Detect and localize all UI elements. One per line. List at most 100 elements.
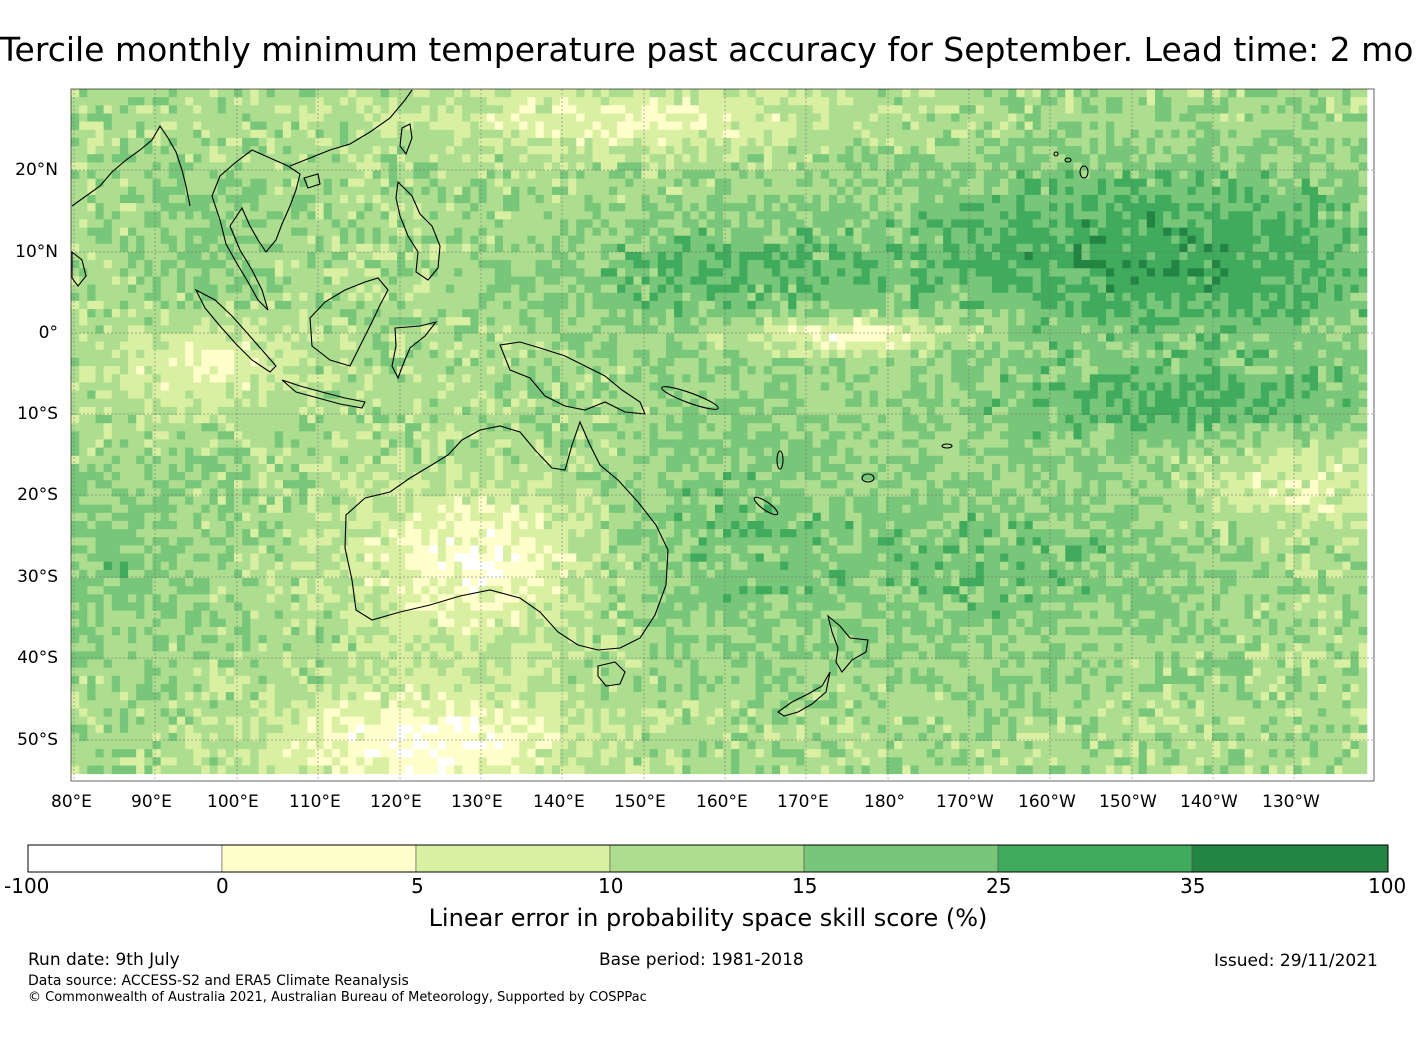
grid-cell [666, 325, 675, 334]
grid-cell [796, 211, 805, 220]
grid-cell [511, 276, 520, 286]
grid-cell [1269, 235, 1278, 245]
grid-cell [1293, 203, 1303, 212]
grid-cell [1057, 162, 1066, 171]
grid-cell [1326, 252, 1335, 261]
grid-cell [388, 260, 398, 269]
grid-cell [258, 105, 268, 114]
grid-cell [698, 178, 708, 188]
grid-cell [1285, 243, 1294, 253]
grid-cell [747, 154, 757, 163]
grid-cell [1049, 89, 1058, 98]
grid-cell [666, 243, 675, 253]
grid-cell [429, 170, 439, 180]
grid-cell [1040, 243, 1050, 253]
grid-cell [731, 235, 740, 245]
grid-cell [861, 194, 871, 204]
grid-cell [1285, 252, 1294, 261]
grid-cell [1277, 243, 1286, 253]
grid-cell [1285, 203, 1294, 212]
grid-cell [983, 186, 993, 196]
grid-cell [364, 227, 373, 237]
grid-cell [1146, 252, 1156, 261]
grid-cell [266, 105, 276, 114]
grid-cell [600, 235, 610, 245]
grid-cell [95, 260, 105, 269]
grid-cell [983, 113, 993, 123]
grid-cell [1016, 186, 1025, 196]
grid-cell [535, 284, 545, 294]
grid-cell [886, 89, 895, 98]
grid-cell [152, 309, 162, 318]
grid-cell [731, 268, 740, 277]
grid-cell [1049, 317, 1058, 326]
grid-cell [511, 227, 520, 237]
grid-cell [706, 154, 716, 163]
grid-cell [1301, 252, 1311, 261]
grid-cell [543, 154, 553, 163]
grid-cell [1318, 146, 1327, 155]
grid-cell [641, 260, 651, 269]
grid-cell [674, 235, 683, 245]
grid-cell [356, 219, 365, 228]
grid-cell [87, 154, 96, 163]
grid-cell [1228, 252, 1237, 261]
grid-cell [388, 211, 398, 220]
grid-cell [1024, 137, 1034, 147]
grid-cell [339, 105, 349, 114]
grid-cell [1163, 194, 1172, 204]
grid-cell [666, 97, 675, 106]
grid-cell [1212, 325, 1221, 334]
grid-cell [877, 284, 887, 294]
grid-cell [731, 252, 740, 261]
grid-cell [747, 186, 757, 196]
grid-cell [405, 178, 414, 188]
grid-cell [853, 333, 862, 343]
grid-cell [747, 162, 757, 171]
grid-cell [1260, 154, 1270, 163]
grid-cell [429, 97, 439, 106]
grid-cell [1334, 284, 1343, 294]
grid-cell [1309, 317, 1319, 326]
grid-cell [331, 227, 341, 237]
grid-cell [1171, 235, 1180, 245]
grid-cell [225, 89, 235, 98]
grid-cell [152, 235, 162, 245]
grid-cell [666, 252, 675, 261]
grid-cell [943, 292, 952, 302]
grid-cell [119, 219, 129, 228]
grid-cell [812, 276, 822, 286]
grid-cell [796, 300, 805, 310]
grid-cell [992, 129, 1001, 139]
grid-cell [812, 194, 822, 204]
grid-cell [1277, 97, 1286, 106]
grid-cell [87, 276, 96, 286]
grid-cell [918, 292, 928, 302]
grid-cell [934, 276, 944, 286]
grid-cell [168, 170, 178, 180]
grid-cell [1163, 317, 1172, 326]
grid-cell [111, 276, 121, 286]
grid-cell [584, 309, 594, 318]
grid-cell [894, 317, 903, 326]
grid-cell [103, 121, 113, 131]
grid-cell [926, 97, 936, 106]
grid-cell [1203, 325, 1213, 334]
grid-cell [217, 97, 227, 106]
grid-cell [454, 252, 463, 261]
grid-cell [886, 146, 895, 155]
grid-cell [1301, 268, 1311, 277]
grid-cell [910, 243, 920, 253]
grid-cell [168, 252, 178, 261]
grid-cell [250, 235, 259, 245]
grid-cell [690, 268, 699, 277]
grid-cell [1008, 194, 1017, 204]
grid-cell [1334, 292, 1343, 302]
grid-cell [845, 105, 854, 114]
grid-cell [1155, 194, 1164, 204]
grid-cell [136, 137, 145, 147]
grid-cell [119, 113, 129, 123]
grid-cell [674, 178, 683, 188]
grid-cell [348, 121, 357, 131]
grid-cell [176, 227, 186, 237]
